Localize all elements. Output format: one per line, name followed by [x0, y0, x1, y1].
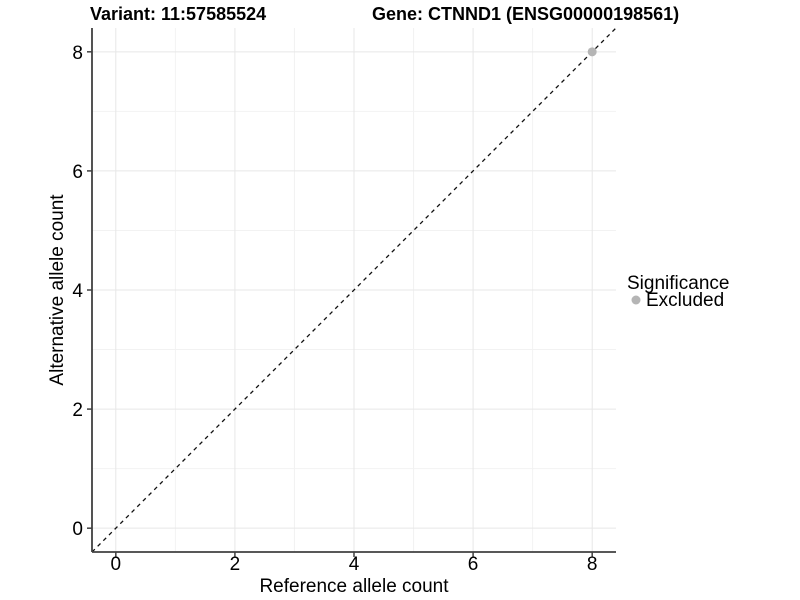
legend: Significance Excluded — [627, 273, 729, 311]
legend-excluded-label: Excluded — [646, 290, 724, 311]
legend-excluded-swatch-icon — [631, 295, 641, 305]
x-tick-label: 8 — [587, 554, 598, 575]
tick-marks-layer — [87, 51, 593, 557]
gene-title: Gene: CTNND1 (ENSG00000198561) — [372, 4, 679, 24]
x-tick-label: 4 — [349, 554, 360, 575]
data-point-excluded — [587, 47, 597, 57]
identity-dashed-line — [91, 27, 617, 553]
variant-title: Variant: 11:57585524 — [90, 4, 266, 24]
x-axis-title: Reference allele count — [259, 576, 449, 597]
tick-labels-layer: 0 2 4 6 8 0 2 4 6 8 — [72, 43, 597, 575]
grid-major-layer — [92, 28, 616, 552]
identity-line-layer — [91, 27, 617, 553]
y-tick-label: 2 — [72, 400, 83, 421]
y-tick-label: 4 — [72, 281, 83, 302]
y-tick-label: 8 — [72, 43, 83, 64]
y-axis-title: Alternative allele count — [47, 194, 68, 386]
x-tick-label: 2 — [230, 554, 241, 575]
data-points-layer — [587, 47, 597, 57]
legend-title: Significance — [627, 273, 729, 294]
x-tick-label: 0 — [111, 554, 122, 575]
x-tick-label: 6 — [468, 554, 479, 575]
y-tick-label: 6 — [72, 162, 83, 183]
y-tick-label: 0 — [72, 519, 83, 540]
